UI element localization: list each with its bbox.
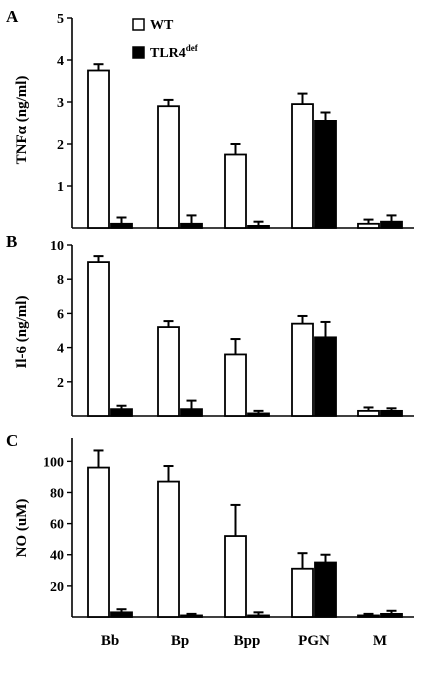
y-tick-label: 1	[57, 180, 64, 195]
y-axis-label: Il-6 (ng/ml)	[14, 296, 30, 369]
panel-a-chart: A 1 2 3 4 5 TNFα (ng/ml)	[6, 7, 414, 229]
panel-letter: B	[6, 232, 17, 251]
y-axis-label: TNFα (ng/ml)	[14, 76, 30, 165]
bar-wt	[157, 480, 180, 618]
y-tick-label: 10	[50, 239, 64, 254]
bar-tlr4	[380, 612, 403, 618]
bar-wt	[291, 567, 314, 618]
bar-tlr4	[314, 561, 337, 618]
category-label: M	[373, 633, 387, 649]
y-tick-label: 40	[50, 549, 64, 564]
legend-wt-swatch	[132, 18, 145, 31]
bar-wt	[87, 466, 110, 618]
bar-tlr4	[180, 408, 203, 417]
bar-wt	[87, 69, 110, 229]
bar-wt	[87, 261, 110, 417]
legend-tlr4-name: TLR4	[150, 46, 186, 61]
category-label: Bb	[101, 633, 119, 649]
bar-wt	[291, 322, 314, 417]
bar-tlr4	[180, 222, 203, 229]
bar-tlr4	[110, 611, 133, 618]
y-tick-label: 80	[50, 486, 64, 501]
panel-b-chart: B 2 4 6 8 10 Il-6 (ng/ml)	[6, 232, 414, 417]
legend-wt-label: WT	[150, 18, 174, 33]
bar-wt	[224, 353, 247, 417]
y-tick-label: 3	[57, 96, 64, 111]
y-tick-label: 2	[57, 138, 64, 153]
legend-tlr4-swatch	[132, 46, 145, 59]
bar-tlr4	[110, 222, 133, 229]
category-label: Bpp	[234, 633, 261, 649]
panel-letter: A	[6, 7, 19, 26]
y-tick-label: 2	[57, 376, 64, 391]
category-label: Bp	[171, 633, 189, 649]
legend-tlr4-superscript: def	[186, 43, 199, 53]
y-tick-label: 100	[43, 455, 64, 470]
y-tick-label: 20	[50, 580, 64, 595]
bar-tlr4	[380, 409, 403, 417]
bar-tlr4	[247, 614, 270, 618]
y-axis-label: NO (uM)	[14, 499, 30, 558]
y-tick-label: 4	[57, 54, 64, 69]
panel-c-chart: C 20 40 60 80 100 NO (uM) Bb Bp Bpp PGN M	[6, 431, 414, 649]
y-tick-label: 60	[50, 518, 64, 533]
bar-wt	[357, 614, 380, 618]
category-label: PGN	[298, 633, 330, 649]
panel-letter: C	[6, 431, 18, 450]
bar-tlr4	[314, 120, 337, 229]
bar-wt	[291, 103, 314, 229]
y-tick-label: 8	[57, 273, 64, 288]
bar-wt	[224, 535, 247, 618]
bar-wt	[357, 222, 380, 229]
bar-tlr4	[247, 412, 270, 417]
bar-tlr4	[247, 224, 270, 229]
bar-wt	[357, 409, 380, 417]
legend: WT TLR4def	[132, 18, 199, 61]
y-tick-label: 6	[57, 307, 64, 322]
bar-wt	[224, 153, 247, 229]
y-tick-label: 5	[57, 12, 64, 27]
y-tick-label: 4	[57, 342, 64, 357]
bar-tlr4	[380, 220, 403, 229]
bar-tlr4	[180, 614, 203, 618]
bar-tlr4	[110, 408, 133, 417]
bar-wt	[157, 105, 180, 229]
bar-wt	[157, 326, 180, 417]
legend-tlr4-label: TLR4def	[150, 43, 199, 61]
bar-tlr4	[314, 336, 337, 417]
